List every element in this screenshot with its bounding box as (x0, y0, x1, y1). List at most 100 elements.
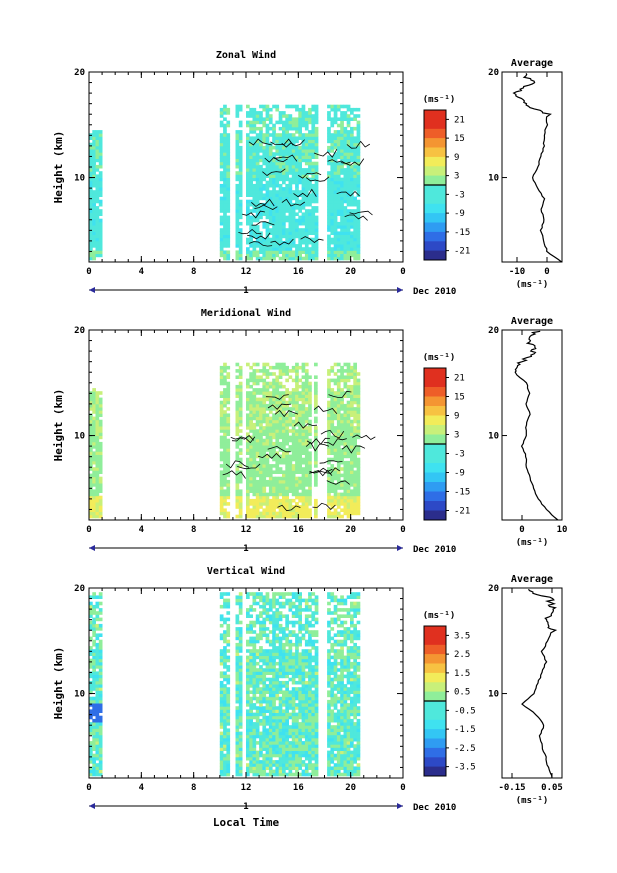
colorbar: (ms⁻¹) 21 15 9 3 -3 -9 -15 -21 (423, 95, 470, 261)
colorbar-tick-label: 3 (454, 172, 459, 182)
panel-title: Zonal Wind (216, 49, 276, 61)
colorbar-tick-label: 9 (454, 412, 459, 422)
date-axis-arrow-left (89, 545, 95, 551)
average-y-tick-label: 10 (488, 432, 499, 442)
colorbar-tick-label: -21 (454, 247, 470, 257)
panel-zonal-wind: Zonal Wind 0 4 8 12 16 20 0 10 20 Height (km) 1 Dec … (52, 49, 563, 297)
x-tick-label: 20 (345, 525, 356, 535)
colorbar-tick-label: -3.5 (454, 763, 476, 773)
average-x-tick-label: 10 (557, 525, 568, 535)
x-tick-label: 0 (86, 525, 91, 535)
average-unit-label: (ms⁻¹) (516, 280, 549, 290)
date-axis-arrow-left (89, 803, 95, 809)
x-tick-label: 12 (241, 525, 252, 535)
x-tick-label: 20 (345, 783, 356, 793)
contour-lines (238, 138, 373, 247)
y-tick-label: 20 (74, 68, 85, 78)
x-tick-label: 0 (86, 783, 91, 793)
average-profile: Average 10 20 -0.15 0.05 (ms⁻¹) (488, 574, 563, 806)
x-tick-label: 20 (345, 267, 356, 277)
date-axis-arrow-right (397, 803, 403, 809)
heatmap-cells (89, 104, 361, 261)
colorbar-unit: (ms⁻¹) (423, 95, 456, 105)
average-y-tick-label: 10 (488, 174, 499, 184)
colorbar-tick-label: 15 (454, 134, 465, 144)
colorbar-tick-label: -15 (454, 488, 470, 498)
date-axis-arrow-right (397, 545, 403, 551)
y-axis-title: Height (km) (52, 131, 65, 204)
average-frame (501, 587, 563, 779)
average-frame (501, 329, 563, 521)
average-x-tick-label: -0.15 (498, 783, 525, 793)
x-tick-label: 0 (400, 525, 405, 535)
date-label: Dec 2010 (413, 287, 456, 297)
colorbar-unit: (ms⁻¹) (423, 611, 456, 621)
date-axis-arrow-right (397, 287, 403, 293)
average-y-tick-label: 20 (488, 68, 499, 78)
colorbar-tick-label: 1.5 (454, 669, 470, 679)
day-label: 1 (243, 286, 248, 296)
average-unit-label: (ms⁻¹) (516, 796, 549, 806)
panel-title: Vertical Wind (207, 565, 285, 577)
colorbar-tick-label: -3 (454, 450, 465, 460)
y-tick-label: 10 (74, 432, 85, 442)
colorbar-tick-label: 21 (454, 374, 465, 384)
y-axis-title: Height (km) (52, 647, 65, 720)
average-x-tick-label: -10 (509, 267, 525, 277)
heatmap-cells (89, 592, 361, 777)
y-tick-label: 10 (74, 690, 85, 700)
day-label: 1 (243, 544, 248, 554)
average-frame (501, 71, 563, 263)
colorbar-tick-label: 0.5 (454, 688, 470, 698)
x-tick-label: 4 (139, 267, 145, 277)
average-x-tick-label: 0 (544, 267, 549, 277)
x-tick-label: 12 (241, 267, 252, 277)
x-tick-label: 16 (293, 783, 304, 793)
average-profile: Average 10 20 -10 0 (ms⁻¹) (488, 58, 563, 290)
colorbar-tick-label: -9 (454, 209, 465, 219)
colorbar-tick-label: 15 (454, 393, 465, 403)
average-profile: Average 10 20 0 10 (ms⁻¹) (488, 316, 567, 548)
colorbar: (ms⁻¹) 3.5 2.5 1.5 0.5 -0.5 -1.5 -2.5 -3.5 (423, 611, 476, 777)
x-tick-label: 16 (293, 525, 304, 535)
average-profile-line (514, 330, 559, 521)
average-y-tick-label: 10 (488, 690, 499, 700)
y-tick-label: 10 (74, 174, 85, 184)
y-axis-title: Height (km) (52, 389, 65, 462)
x-tick-label: 4 (139, 783, 145, 793)
x-tick-label: 12 (241, 783, 252, 793)
x-tick-label: 8 (191, 267, 196, 277)
x-tick-label: 0 (86, 267, 91, 277)
contour-lines (222, 390, 376, 512)
average-y-tick-label: 20 (488, 326, 499, 336)
colorbar-tick-label: -1.5 (454, 725, 476, 735)
date-label: Dec 2010 (413, 803, 456, 813)
x-axis-title: Local Time (213, 816, 280, 829)
x-tick-label: 16 (293, 267, 304, 277)
x-tick-label: 8 (191, 783, 196, 793)
colorbar-tick-label: 3.5 (454, 631, 470, 641)
average-profile-line (521, 588, 558, 779)
average-y-tick-label: 20 (488, 584, 499, 594)
x-tick-label: 8 (191, 525, 196, 535)
average-x-tick-label: 0.05 (541, 783, 563, 793)
x-tick-label: 0 (400, 783, 405, 793)
colorbar-tick-label: 2.5 (454, 650, 470, 660)
average-profile-line (512, 73, 562, 263)
colorbar: (ms⁻¹) 21 15 9 3 -3 -9 -15 -21 (423, 353, 470, 521)
average-unit-label: (ms⁻¹) (516, 538, 549, 548)
colorbar-tick-label: -15 (454, 228, 470, 238)
panel-title: Meridional Wind (201, 307, 291, 319)
colorbar-tick-label: -21 (454, 507, 470, 517)
colorbar-tick-label: 9 (454, 153, 459, 163)
colorbar-tick-label: -2.5 (454, 744, 476, 754)
colorbar-tick-label: 21 (454, 115, 465, 125)
y-tick-label: 20 (74, 326, 85, 336)
date-axis-arrow-left (89, 287, 95, 293)
x-tick-label: 0 (400, 267, 405, 277)
colorbar-unit: (ms⁻¹) (423, 353, 456, 363)
day-label: 1 (243, 802, 248, 812)
average-x-tick-label: 0 (519, 525, 524, 535)
